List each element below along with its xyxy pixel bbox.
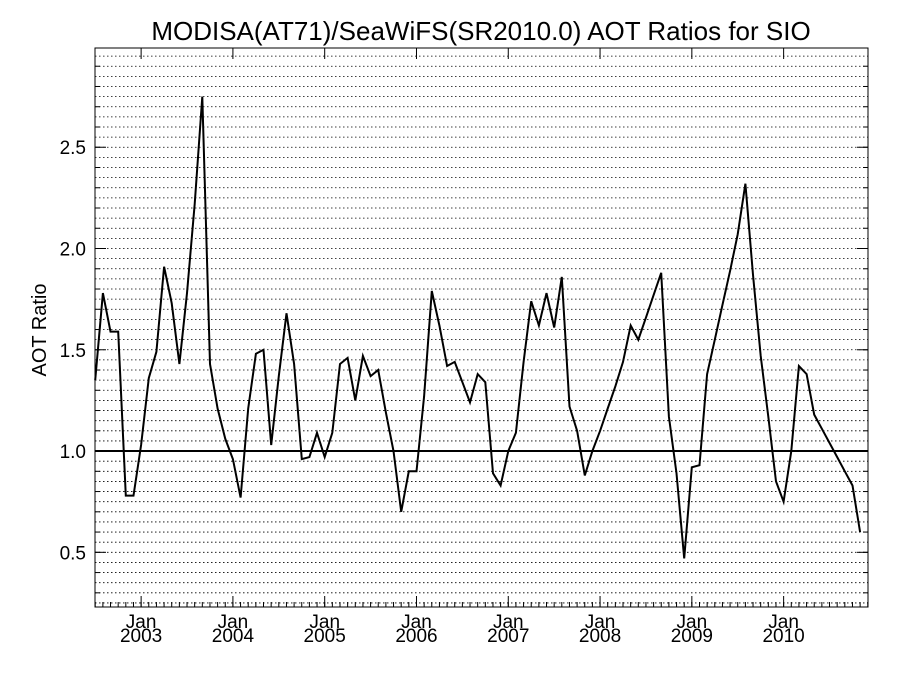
- x-tick-month-label: Jan: [218, 612, 249, 633]
- x-tick-year-label: 2006: [395, 626, 437, 647]
- y-tick-label: 0.5: [60, 543, 86, 564]
- plot-frame: [94, 47, 869, 608]
- x-tick-month-label: Jan: [309, 612, 340, 633]
- x-tick-year-label: 2003: [120, 626, 162, 647]
- y-tick-label: 2.5: [60, 138, 86, 159]
- y-axis-label: AOT Ratio: [29, 284, 51, 377]
- x-tick-month-label: Jan: [401, 612, 432, 633]
- x-tick-month-label: Jan: [768, 612, 799, 633]
- y-tick-label: 1.5: [60, 341, 86, 362]
- x-tick-month-label: Jan: [126, 612, 157, 633]
- chart-title: MODISA(AT71)/SeaWiFS(SR2010.0) AOT Ratio…: [151, 16, 810, 46]
- x-tick-year-label: 2005: [304, 626, 346, 647]
- y-tick-label: 2.0: [60, 240, 86, 261]
- x-tick-month-label: Jan: [677, 612, 708, 633]
- grid-lines: [95, 55, 868, 604]
- x-tick-year-label: 2007: [487, 626, 529, 647]
- x-tick-year-label: 2010: [762, 626, 804, 647]
- series-group: [94, 96, 862, 559]
- series-line: [94, 96, 862, 559]
- x-axis-ticks: Jan2003Jan2004Jan2005Jan2006Jan2007Jan20…: [94, 48, 869, 647]
- x-tick-year-label: 2008: [579, 626, 621, 647]
- y-tick-label: 1.0: [60, 442, 86, 463]
- x-tick-month-label: Jan: [493, 612, 524, 633]
- y-axis-ticks: 0.5 1.0 1.5 2.0 2.5: [60, 65, 868, 594]
- x-tick-year-label: 2004: [212, 626, 255, 647]
- x-tick-month-label: Jan: [585, 612, 616, 633]
- x-tick-year-label: 2009: [671, 626, 713, 647]
